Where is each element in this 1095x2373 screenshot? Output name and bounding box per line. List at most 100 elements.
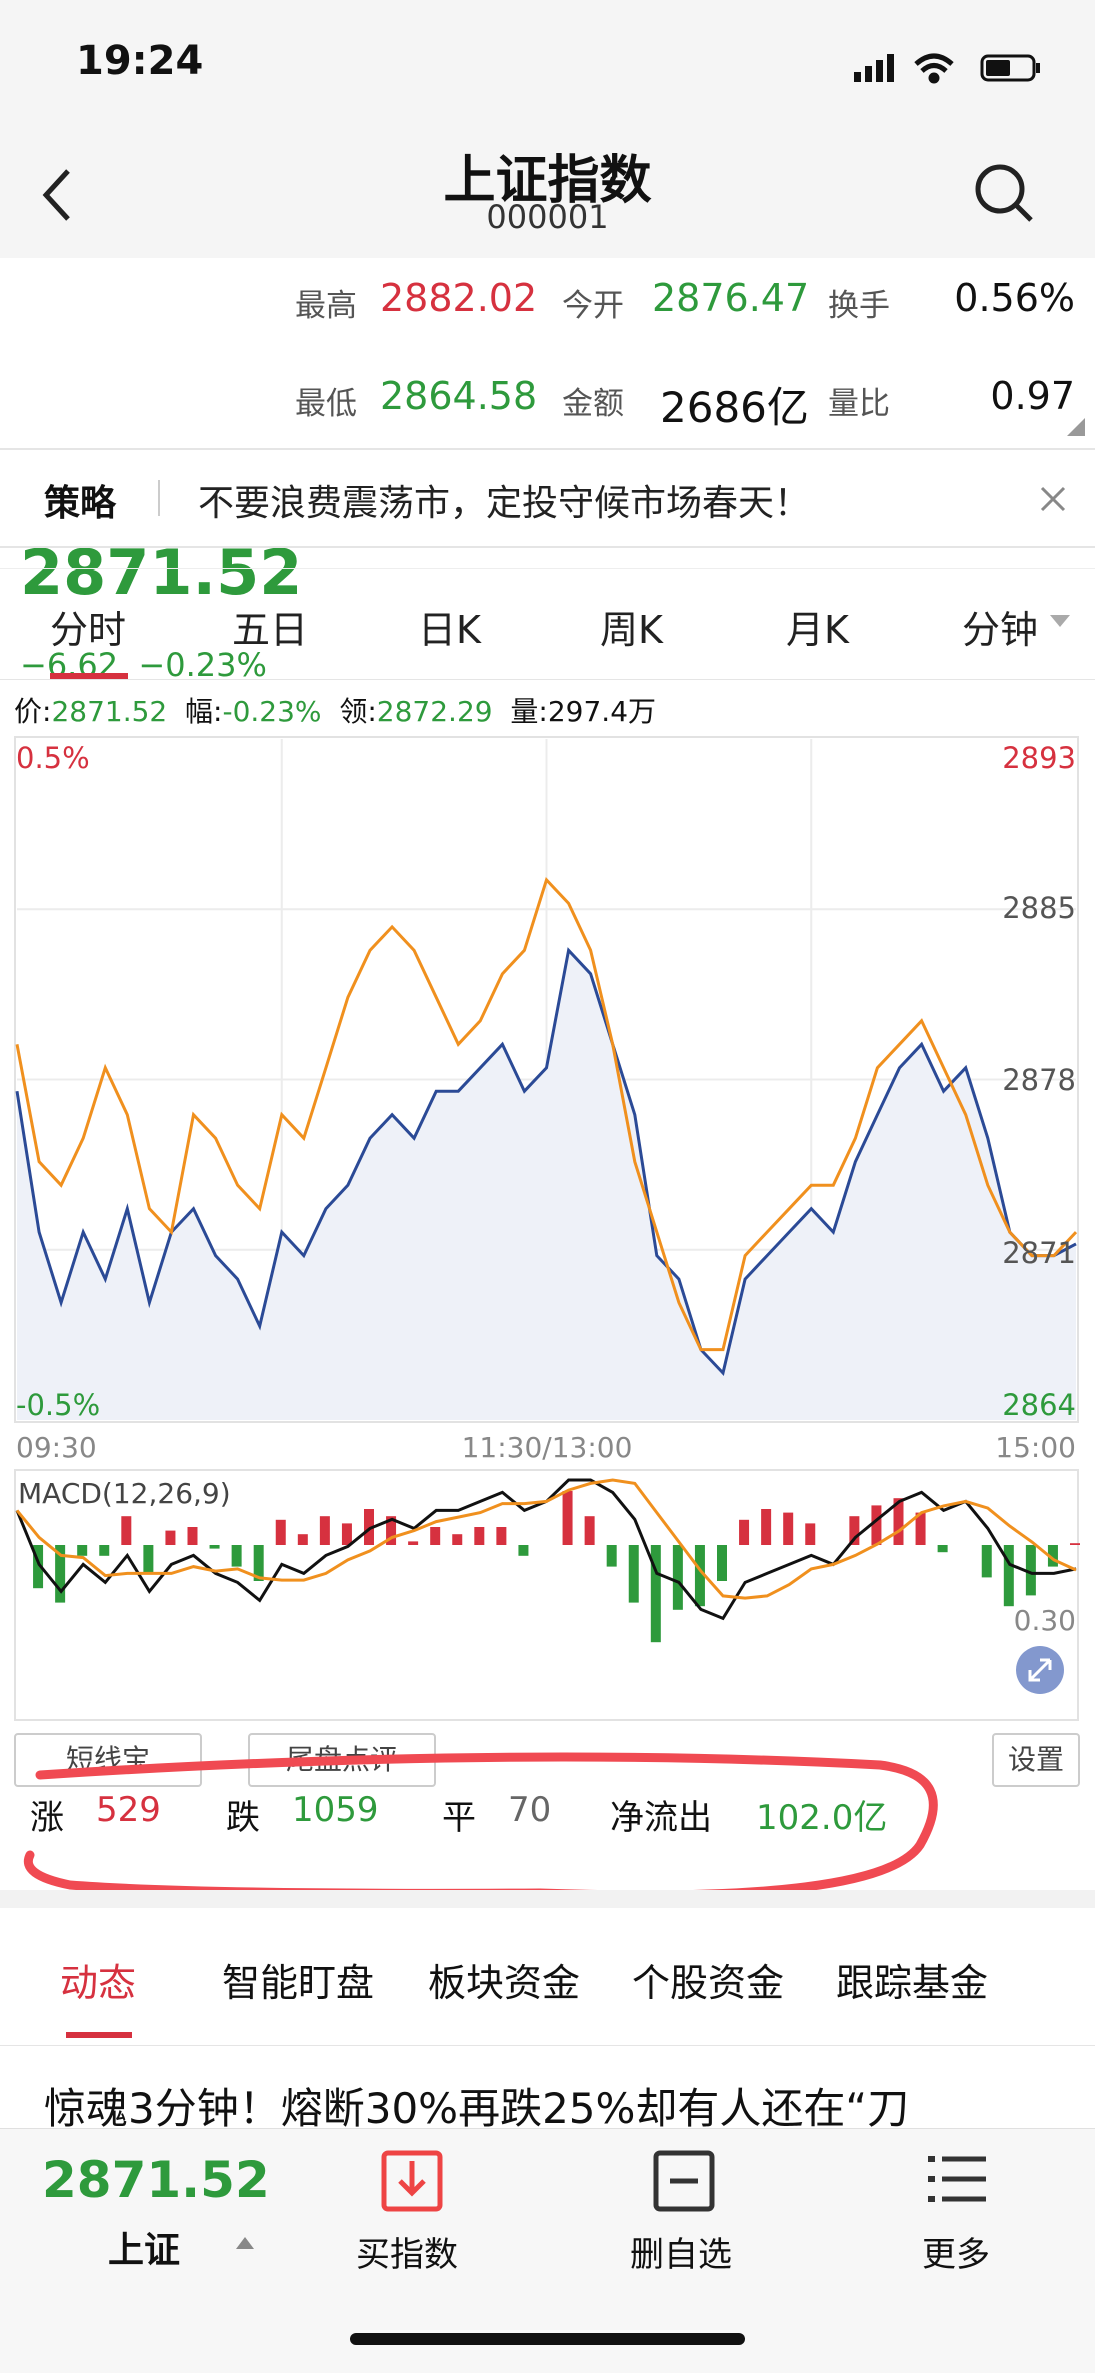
strategy-banner[interactable]: 策略 不要浪费震荡市，定投守候市场春天！ [0, 448, 1095, 548]
macd-bar [319, 1516, 330, 1545]
macd-bar [121, 1516, 132, 1545]
macd-bar [915, 1512, 926, 1545]
macd-bar [805, 1523, 816, 1545]
macd-bar [1047, 1545, 1058, 1567]
up-label: 涨 [30, 1798, 64, 1838]
flow-value: 102.0亿 [756, 1798, 888, 1838]
chevron-down-icon[interactable] [1050, 615, 1070, 629]
down-count: 1059 [292, 1790, 379, 1830]
y-left-bottom: -0.5% [16, 1388, 100, 1422]
y-right-tick: 2871 [1002, 1236, 1076, 1270]
tab-minute[interactable]: 分钟 [962, 608, 1039, 652]
macd-bar [1025, 1545, 1036, 1596]
macd-bar [386, 1516, 397, 1545]
macd-bar [694, 1545, 705, 1607]
tab-intraday[interactable]: 分时 [50, 608, 127, 652]
market-breadth-row: 涨 529 跌 1059 平 70 净流出 102.0亿 [0, 1770, 1095, 1848]
tab-stock-funds[interactable]: 个股资金 [632, 1961, 785, 2005]
stock-code: 000001 [486, 198, 609, 236]
high-label: 最高 [295, 288, 357, 324]
banner-tag: 策略 [44, 483, 117, 524]
tab-week-k[interactable]: 周K [600, 608, 663, 652]
tab-tracking-funds[interactable]: 跟踪基金 [836, 1961, 989, 2005]
down-label: 跌 [226, 1798, 260, 1838]
macd-bar [187, 1527, 198, 1545]
wifi-icon [914, 53, 954, 84]
macd-bar [231, 1545, 242, 1567]
x-tick: 09:30 [16, 1431, 97, 1464]
hand-drawn-circle [24, 1752, 938, 1900]
x-tick: 11:30/13:00 [462, 1431, 633, 1464]
intraday-chart[interactable]: 0.5% -0.5% 2893 2885 2878 2871 2864 09:3… [0, 735, 1095, 1735]
y-right-tick: 2893 [1002, 741, 1076, 775]
menu-icon[interactable] [928, 2151, 988, 2207]
tab-five-day[interactable]: 五日 [232, 608, 309, 652]
macd-bar [849, 1516, 860, 1545]
back-icon[interactable] [40, 165, 76, 225]
index-line [15, 947, 1077, 1377]
macd-bar [606, 1545, 617, 1567]
amount-label: 金额 [562, 386, 624, 422]
download-buy-icon[interactable] [380, 2149, 444, 2213]
macd-bar [408, 1541, 419, 1545]
up-count: 529 [96, 1790, 161, 1830]
bottom-price: 2871.52 [42, 2151, 270, 2209]
chart-tabs: 分时 五日 日K 周K 月K 分钟 [0, 568, 1095, 680]
macd-bar [783, 1512, 794, 1545]
macd-bar [628, 1545, 639, 1603]
macd-bar [650, 1545, 661, 1643]
more-button[interactable]: 更多 [922, 2235, 990, 2275]
chart-info-row: 价:2871.52 幅:-0.23% 领:2872.29 量:297.4万 [14, 695, 657, 728]
macd-bar [165, 1530, 176, 1545]
turnover-label: 换手 [828, 288, 890, 324]
buy-index-button[interactable]: 买指数 [356, 2235, 458, 2275]
flat-label: 平 [442, 1798, 476, 1838]
news-headline[interactable]: 惊魂3分钟！熔断30%再跌25%却有人还在“刀 [44, 2084, 910, 2133]
search-icon[interactable] [973, 162, 1035, 224]
tab-month-k[interactable]: 月K [786, 608, 849, 652]
remove-watchlist-button[interactable]: 删自选 [630, 2235, 732, 2275]
macd-right-label: 0.30 [1014, 1604, 1076, 1637]
macd-dea-line [15, 1478, 1077, 1600]
macd-bar [275, 1519, 286, 1545]
expand-corner-icon[interactable] [1067, 418, 1085, 436]
low-label: 最低 [295, 386, 357, 422]
status-icons [854, 53, 1040, 84]
battery-icon [980, 54, 1040, 82]
macd-bar [739, 1519, 750, 1545]
macd-histogram [33, 1491, 1080, 1643]
tab-smart-watch[interactable]: 智能盯盘 [222, 1961, 375, 2005]
macd-bar [364, 1509, 374, 1545]
close-icon[interactable] [1040, 486, 1066, 512]
macd-label: MACD(12,26,9) [18, 1477, 231, 1510]
bottom-index-name[interactable]: 上证 [108, 2230, 181, 2271]
y-right-tick: 2864 [1002, 1388, 1076, 1422]
tab-dynamic[interactable]: 动态 [60, 1961, 137, 2005]
banner-divider [158, 480, 160, 516]
flow-label: 净流出 [610, 1798, 712, 1838]
high-value: 2882.02 [380, 276, 538, 320]
flat-count: 70 [508, 1790, 552, 1830]
macd-bar [297, 1534, 308, 1545]
macd-bar [893, 1498, 904, 1545]
remove-watchlist-icon[interactable] [652, 2149, 716, 2213]
macd-bar [871, 1505, 882, 1545]
open-value: 2876.47 [652, 276, 810, 320]
tab-day-k[interactable]: 日K [418, 608, 481, 652]
banner-text: 不要浪费震荡市，定投守候市场春天！ [198, 483, 811, 524]
macd-bar [672, 1545, 683, 1610]
tab-sector-funds[interactable]: 板块资金 [428, 1961, 581, 2005]
y-left-top: 0.5% [16, 741, 90, 775]
page-title: 上证指数 [443, 151, 652, 211]
macd-bar [55, 1545, 66, 1603]
quote-panel: 2871.52 −6.62 −0.23% 最高 2882.02 今开 2876.… [0, 258, 1095, 684]
bottom-bar: 2871.52 上证 买指数 删自选 更多 [0, 2128, 1095, 2373]
settings-button[interactable]: 设置 [992, 1733, 1080, 1787]
caret-up-icon[interactable] [236, 2237, 254, 2249]
y-right-tick: 2885 [1002, 891, 1076, 925]
macd-bar [562, 1491, 573, 1545]
macd-bar [474, 1527, 485, 1545]
macd-bar [496, 1527, 507, 1545]
turnover-value: 0.56% [954, 276, 1075, 320]
price-area [17, 950, 1076, 1420]
